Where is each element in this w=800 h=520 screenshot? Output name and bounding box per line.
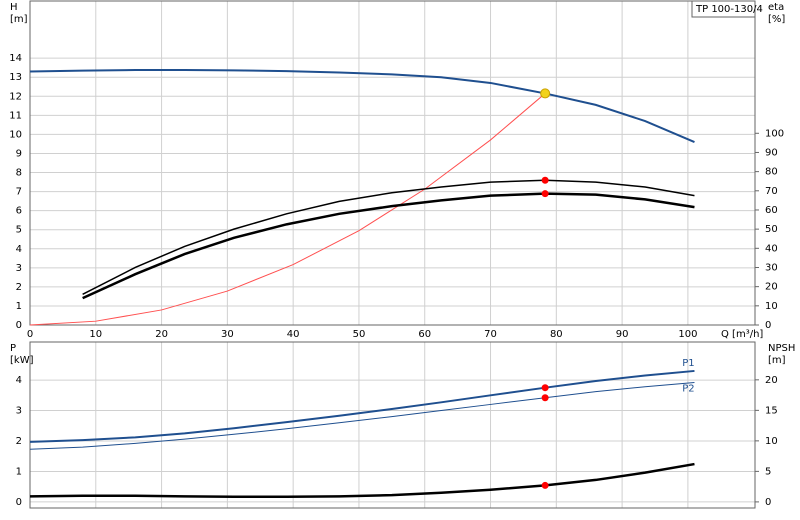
duty-point xyxy=(541,176,549,184)
x-tick-label: 30 xyxy=(221,329,234,340)
y-tick-label: 4 xyxy=(16,375,22,386)
x-tick-label: 20 xyxy=(155,329,168,340)
y2-tick-label: 15 xyxy=(765,405,778,416)
plot-frame xyxy=(29,341,756,509)
y2-tick-label: 100 xyxy=(765,128,784,139)
y-axis-label: P xyxy=(10,343,16,354)
y-tick-label: 8 xyxy=(16,168,22,179)
x-tick-label: 50 xyxy=(353,329,366,340)
y2-tick-label: 50 xyxy=(765,224,778,235)
curve xyxy=(82,179,695,295)
x-axis-label: Q [m³/h] xyxy=(721,329,763,340)
y2-tick-label: 10 xyxy=(765,301,778,312)
curve xyxy=(29,68,695,143)
duty-point xyxy=(541,190,549,198)
y2-axis-label: eta xyxy=(768,2,784,13)
y-tick-label: 2 xyxy=(16,282,22,293)
x-tick-label: 40 xyxy=(287,329,300,340)
x-tick-label: 80 xyxy=(550,329,563,340)
x-tick-label: 10 xyxy=(89,329,102,340)
y2-tick-label: 0 xyxy=(765,497,771,508)
x-tick-label: 0 xyxy=(27,329,33,340)
series-label: P2 xyxy=(682,384,694,395)
x-tick-label: 90 xyxy=(616,329,629,340)
x-tick-label: 60 xyxy=(418,329,431,340)
y2-tick-label: 10 xyxy=(765,436,778,447)
y-tick-label: 0 xyxy=(16,497,22,508)
y-tick-label: 13 xyxy=(9,72,22,83)
y2-axis-unit: [%] xyxy=(768,14,785,25)
y-axis-label: H xyxy=(10,2,18,13)
y2-tick-label: 20 xyxy=(765,282,778,293)
duty-point xyxy=(540,88,551,99)
y-tick-label: 10 xyxy=(9,129,22,140)
y2-axis-unit: [m] xyxy=(768,355,786,366)
y-tick-label: 1 xyxy=(16,466,22,477)
y2-axis-label: NPSH xyxy=(768,343,795,354)
series-label: P1 xyxy=(682,358,694,369)
duty-point xyxy=(541,481,549,489)
y2-tick-label: 90 xyxy=(765,147,778,158)
curve xyxy=(29,369,695,443)
y2-tick-label: 20 xyxy=(765,375,778,386)
curve xyxy=(29,93,546,326)
y2-tick-label: 0 xyxy=(765,320,771,331)
y-tick-label: 14 xyxy=(9,53,22,64)
x-tick-label: 70 xyxy=(484,329,497,340)
y-axis-unit: [m] xyxy=(10,14,28,25)
y2-tick-label: 60 xyxy=(765,205,778,216)
y-tick-label: 6 xyxy=(16,206,22,217)
y-tick-label: 2 xyxy=(16,436,22,447)
y-tick-label: 5 xyxy=(16,225,22,236)
y-tick-label: 9 xyxy=(16,148,22,159)
duty-point xyxy=(541,394,549,402)
plot-frame xyxy=(29,0,756,326)
type-label-box xyxy=(691,0,756,18)
y2-tick-label: 5 xyxy=(765,466,771,477)
y-tick-label: 12 xyxy=(9,91,22,102)
duty-point xyxy=(541,384,549,392)
y-tick-label: 3 xyxy=(16,263,22,274)
y2-tick-label: 40 xyxy=(765,243,778,254)
y-tick-label: 3 xyxy=(16,406,22,417)
y2-tick-label: 80 xyxy=(765,167,778,178)
y-tick-label: 11 xyxy=(9,110,22,121)
curve xyxy=(29,382,695,450)
y2-tick-label: 30 xyxy=(765,262,778,273)
y-tick-label: 1 xyxy=(16,301,22,312)
x-tick-label: 100 xyxy=(678,329,697,340)
y-tick-label: 4 xyxy=(16,244,22,255)
y-tick-label: 0 xyxy=(16,320,22,331)
y-tick-label: 7 xyxy=(16,187,22,198)
curve xyxy=(82,192,695,300)
y-axis-unit: [kW] xyxy=(10,355,34,366)
y2-tick-label: 70 xyxy=(765,186,778,197)
type-label: TP 100-130/4 xyxy=(695,4,763,15)
curve xyxy=(29,462,695,498)
